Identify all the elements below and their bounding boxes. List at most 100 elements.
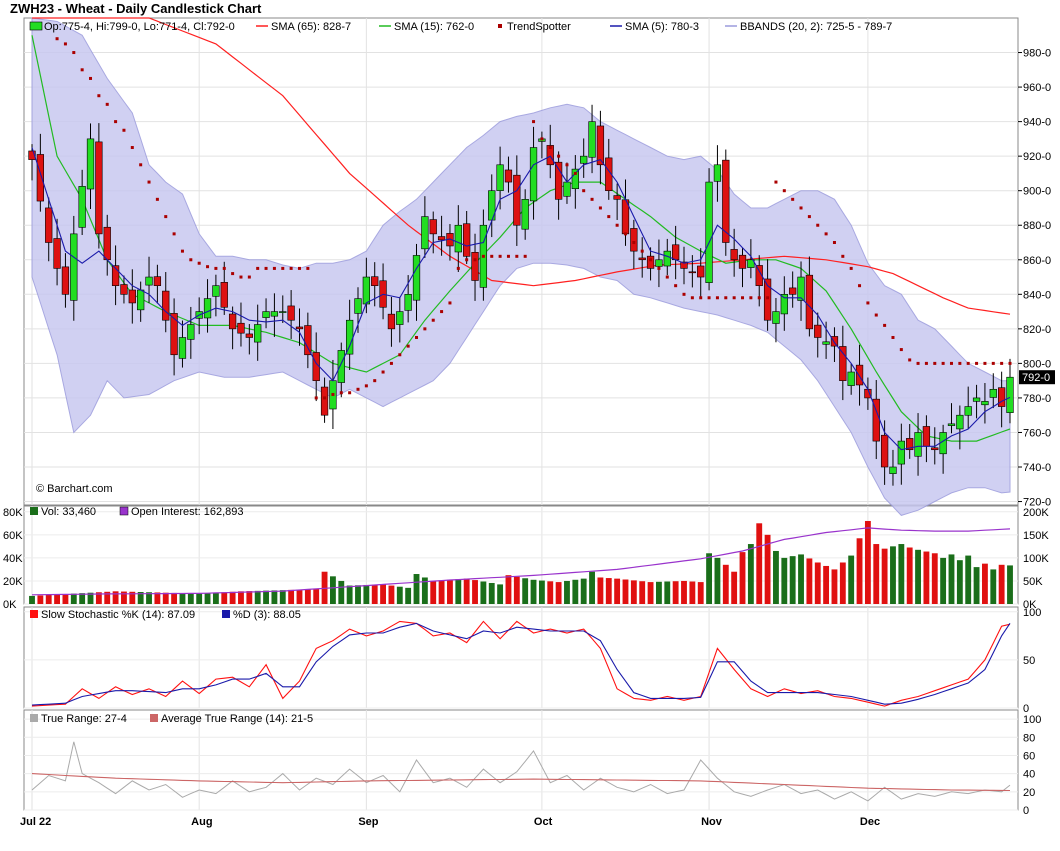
candle-body xyxy=(780,294,788,315)
trendspotter-dot xyxy=(707,296,711,300)
volume-bar xyxy=(747,544,754,604)
trendspotter-dot xyxy=(306,266,310,270)
trendspotter-dot xyxy=(356,387,360,391)
candle-body xyxy=(830,336,839,347)
volume-bar xyxy=(421,577,428,604)
tr-tick-label: 100 xyxy=(1023,714,1041,726)
volume-bar xyxy=(572,579,579,604)
trendspotter-dot xyxy=(72,51,76,55)
volume-bar xyxy=(380,584,387,604)
candle-body xyxy=(972,397,981,402)
legend-text: SMA (15): 762-0 xyxy=(394,21,474,33)
volume-bar xyxy=(238,591,244,604)
volume-bar xyxy=(346,585,353,604)
candle-body xyxy=(605,157,613,191)
volume-bar xyxy=(773,550,779,604)
candle-body xyxy=(103,226,111,261)
trendspotter-dot xyxy=(615,223,619,227)
price-tick-label: 860-0 xyxy=(1023,255,1051,267)
candle-body xyxy=(897,440,905,465)
trendspotter-dot xyxy=(933,361,937,365)
volume-bar xyxy=(647,582,654,604)
volume-bar xyxy=(948,554,955,604)
candle-body xyxy=(254,324,262,343)
oi-tick-label: 0K xyxy=(1023,599,1037,611)
trendspotter-dot xyxy=(440,310,444,314)
candle-body xyxy=(546,145,554,166)
page-title: ZWH23 - Wheat - Daily Candlestick Chart xyxy=(10,1,262,16)
volume-bar xyxy=(873,544,880,604)
candle-body xyxy=(337,350,345,383)
trendspotter-dot xyxy=(398,353,402,357)
trendspotter-dot xyxy=(899,348,903,352)
vol-swatch-icon xyxy=(30,507,38,515)
volume-bar xyxy=(522,578,529,604)
candle-body xyxy=(755,265,763,286)
trendspotter-dot xyxy=(348,391,352,395)
volume-bar xyxy=(597,577,604,604)
candle-body xyxy=(187,324,195,340)
volume-tick-label: 80K xyxy=(3,507,23,519)
trend-legend-dot xyxy=(498,24,502,28)
candle-body xyxy=(922,426,931,447)
volume-bar xyxy=(630,580,637,604)
candle-body xyxy=(396,311,404,325)
trendspotter-dot xyxy=(883,323,887,327)
price-tick-label: 920-0 xyxy=(1023,151,1051,163)
volume-bar xyxy=(179,593,186,604)
volume-bar xyxy=(405,587,412,604)
trendspotter-dot xyxy=(164,215,168,219)
candle-body xyxy=(345,319,354,355)
candle-body xyxy=(304,325,312,356)
trendspotter-dot xyxy=(665,275,669,279)
open-interest-line xyxy=(31,527,1011,596)
price-tick-label: 880-0 xyxy=(1023,220,1051,232)
volume-bar xyxy=(547,581,554,604)
trendspotter-dot xyxy=(448,301,452,305)
volume-bar xyxy=(204,593,211,604)
true-range-line xyxy=(31,741,1011,802)
candle-body xyxy=(295,326,304,330)
candle-body xyxy=(772,311,780,324)
volume-bar xyxy=(488,582,495,604)
trendspotter-dot xyxy=(582,189,586,193)
trendspotter-dot xyxy=(231,272,235,276)
candle-body xyxy=(36,154,45,202)
trendspotter-dot xyxy=(189,258,193,262)
legend-text: Op:775-4, Hi:799-0, Lo:771-4, Cl:792-0 xyxy=(44,21,235,33)
candle-body xyxy=(947,423,956,426)
candle-body xyxy=(78,186,86,228)
trendspotter-dot xyxy=(314,396,318,400)
candle-body xyxy=(671,244,680,261)
candle-body xyxy=(228,313,237,330)
trendspotter-dot xyxy=(97,94,101,98)
legend-text: TrendSpotter xyxy=(507,21,571,33)
volume-bar xyxy=(931,553,938,604)
trendspotter-dot xyxy=(105,102,109,106)
candle-body xyxy=(680,261,688,269)
volume-bar xyxy=(848,555,855,604)
tr-tick-label: 40 xyxy=(1023,769,1035,781)
stoch-tick-label: 50 xyxy=(1023,655,1035,667)
trendspotter-dot xyxy=(155,197,159,201)
atr-legend-swatch xyxy=(150,714,158,722)
volume-tick-label: 20K xyxy=(3,576,23,588)
trendspotter-dot xyxy=(297,266,301,270)
trendspotter-dot xyxy=(122,128,126,132)
trendspotter-dot xyxy=(206,265,210,269)
stoch-tick-label: 0 xyxy=(1023,703,1029,715)
volume-bar xyxy=(254,590,261,604)
candle-body xyxy=(789,287,797,295)
volume-bar xyxy=(513,576,520,604)
candle-body xyxy=(120,284,128,295)
trendspotter-dot xyxy=(941,361,945,365)
volume-bar xyxy=(363,584,370,604)
trendspotter-dot xyxy=(172,232,176,236)
candle-body xyxy=(362,276,371,305)
candle-body xyxy=(429,219,437,235)
trendspotter-dot xyxy=(916,361,920,365)
volume-bar xyxy=(229,591,236,604)
volume-bar xyxy=(789,556,796,604)
trendspotter-dot xyxy=(975,361,979,365)
tr-tick-label: 60 xyxy=(1023,750,1035,762)
